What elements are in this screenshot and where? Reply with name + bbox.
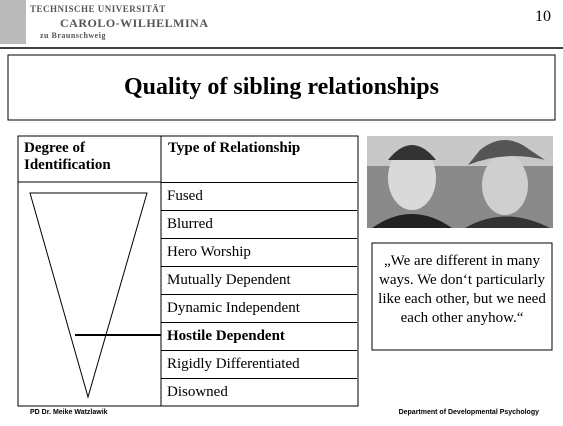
quote-box <box>371 242 553 351</box>
relationship-type: Fused <box>161 182 357 210</box>
relationship-type: Hostile Dependent <box>161 322 357 350</box>
slide-title: Quality of sibling relationships <box>124 74 439 100</box>
quote: „We are different in many ways. We don‘t… <box>378 253 546 326</box>
relationship-type: Rigidly Differentiated <box>161 350 357 378</box>
identification-triangle <box>29 192 148 399</box>
logo-emblem <box>0 0 26 44</box>
column-header: Type of Relationship <box>168 140 301 156</box>
title-box <box>7 54 556 121</box>
logo-text: CAROLO-WILHELMINA <box>60 16 209 30</box>
relationship-type: Dynamic Independent <box>161 294 357 322</box>
logo-text: TECHNISCHE UNIVERSITÄT <box>30 4 166 14</box>
relationship-list: Fused Blurred Hero Worship Mutually Depende… <box>161 182 358 406</box>
column-header: Degree of Identification <box>24 140 111 173</box>
page-number: 10 <box>535 8 551 25</box>
relationship-type: Hero Worship <box>161 238 357 266</box>
relationship-type: Blurred <box>161 210 357 238</box>
table-frame <box>17 135 359 407</box>
relationship-type: Mutually Dependent <box>161 266 357 294</box>
footer-department: Department of Developmental Psychology <box>398 409 539 416</box>
photo <box>367 136 553 228</box>
relationship-type: Disowned <box>161 378 357 406</box>
logo-text: zu Braunschweig <box>40 31 106 40</box>
footer-author: PD Dr. Meike Watzlawik <box>30 409 108 416</box>
